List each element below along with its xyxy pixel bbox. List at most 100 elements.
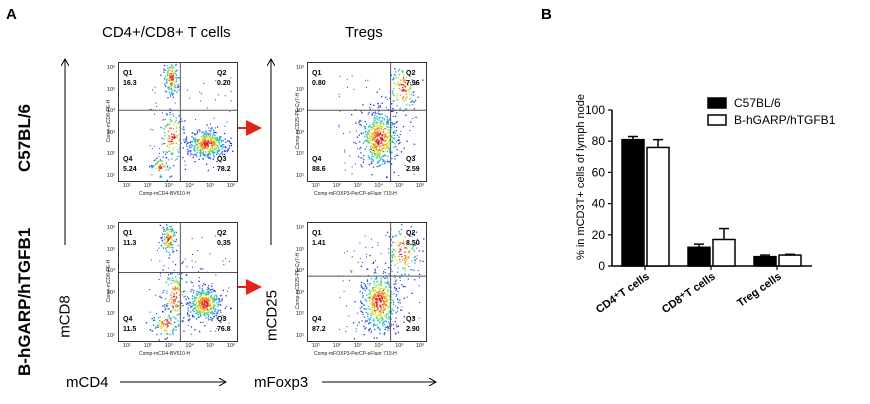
event-dot xyxy=(408,250,410,252)
event-dot xyxy=(196,304,198,307)
event-dot xyxy=(181,278,183,280)
event-dot xyxy=(219,149,221,151)
event-dot xyxy=(378,283,380,285)
event-dot xyxy=(377,135,379,137)
event-dot xyxy=(371,306,374,309)
event-dot xyxy=(388,318,390,320)
event-dot xyxy=(369,134,371,137)
event-dot xyxy=(164,236,166,238)
event-dot xyxy=(168,229,170,231)
event-dot xyxy=(177,273,179,276)
event-dot xyxy=(401,306,403,308)
event-dot xyxy=(343,133,345,135)
event-dot xyxy=(215,137,217,139)
event-dot xyxy=(199,143,201,145)
event-dot xyxy=(357,324,359,326)
event-dot xyxy=(210,296,213,298)
event-dot xyxy=(213,143,216,146)
event-dot xyxy=(165,247,167,249)
event-dot xyxy=(184,141,186,144)
event-dot xyxy=(360,110,362,112)
event-dot xyxy=(386,136,388,138)
event-dot xyxy=(216,295,218,297)
event-dot xyxy=(410,101,412,103)
event-dot xyxy=(412,91,414,93)
event-dot xyxy=(370,303,372,305)
event-dot xyxy=(411,268,413,271)
event-dot xyxy=(170,305,172,307)
event-dot xyxy=(378,308,380,310)
event-dot xyxy=(204,293,206,295)
event-dot xyxy=(174,71,176,73)
event-dot xyxy=(161,163,164,165)
event-dot xyxy=(158,323,160,325)
event-dot xyxy=(367,137,369,139)
event-dot xyxy=(382,139,384,141)
y-tick-label: 10¹ xyxy=(296,333,304,339)
event-dot xyxy=(387,123,390,125)
event-dot xyxy=(380,317,382,319)
event-dot xyxy=(176,127,178,129)
event-dot xyxy=(187,310,189,312)
event-dot xyxy=(371,128,373,131)
event-dot xyxy=(378,314,380,316)
event-dot xyxy=(221,148,223,150)
event-dot xyxy=(366,135,368,137)
event-dot xyxy=(379,284,382,286)
event-dot xyxy=(159,326,161,328)
event-dot xyxy=(369,318,372,320)
event-dot xyxy=(371,310,373,312)
legend-label: B-hGARP/hTGFB1 xyxy=(734,113,836,127)
event-dot xyxy=(202,321,204,323)
event-dot xyxy=(172,94,174,96)
event-dot xyxy=(150,259,152,261)
event-dot xyxy=(158,319,161,322)
event-dot xyxy=(359,242,361,244)
event-dot xyxy=(171,298,173,300)
event-dot xyxy=(206,289,208,291)
event-dot xyxy=(388,140,391,142)
y-tick-label: 10⁶ xyxy=(296,225,305,231)
event-dot xyxy=(195,261,197,263)
event-dot xyxy=(404,262,406,264)
event-dot xyxy=(207,290,209,292)
event-dot xyxy=(379,295,381,297)
event-dot xyxy=(175,279,178,281)
event-dot xyxy=(195,300,197,302)
event-dot xyxy=(211,142,213,144)
event-dot xyxy=(382,324,384,327)
event-dot xyxy=(408,327,410,329)
event-dot xyxy=(203,145,205,147)
event-dot xyxy=(370,142,372,144)
event-dot xyxy=(364,308,366,310)
event-dot xyxy=(161,321,163,323)
event-dot xyxy=(163,166,166,168)
event-dot xyxy=(189,145,191,147)
event-dot xyxy=(222,153,224,155)
event-dot xyxy=(388,310,390,312)
event-dot xyxy=(381,163,383,165)
event-dot xyxy=(376,278,378,280)
event-dot xyxy=(208,310,211,312)
event-dot xyxy=(200,152,202,154)
event-dot xyxy=(423,238,425,240)
event-dot xyxy=(370,145,372,147)
event-dot xyxy=(401,83,403,86)
event-dot xyxy=(402,70,404,72)
event-dot xyxy=(195,310,197,312)
event-dot xyxy=(207,139,209,141)
event-dot xyxy=(386,286,388,288)
event-dot xyxy=(214,145,216,147)
event-dot xyxy=(159,272,161,274)
event-dot xyxy=(199,155,201,157)
event-dot xyxy=(220,311,222,313)
x-tick-label: 10³ xyxy=(164,183,173,189)
event-dot xyxy=(372,289,374,291)
event-dot xyxy=(175,329,177,331)
event-dot xyxy=(383,334,385,336)
event-dot xyxy=(360,265,362,267)
event-dot xyxy=(344,162,346,164)
event-dot xyxy=(221,140,223,142)
event-dot xyxy=(194,307,197,309)
event-dot xyxy=(169,294,172,296)
